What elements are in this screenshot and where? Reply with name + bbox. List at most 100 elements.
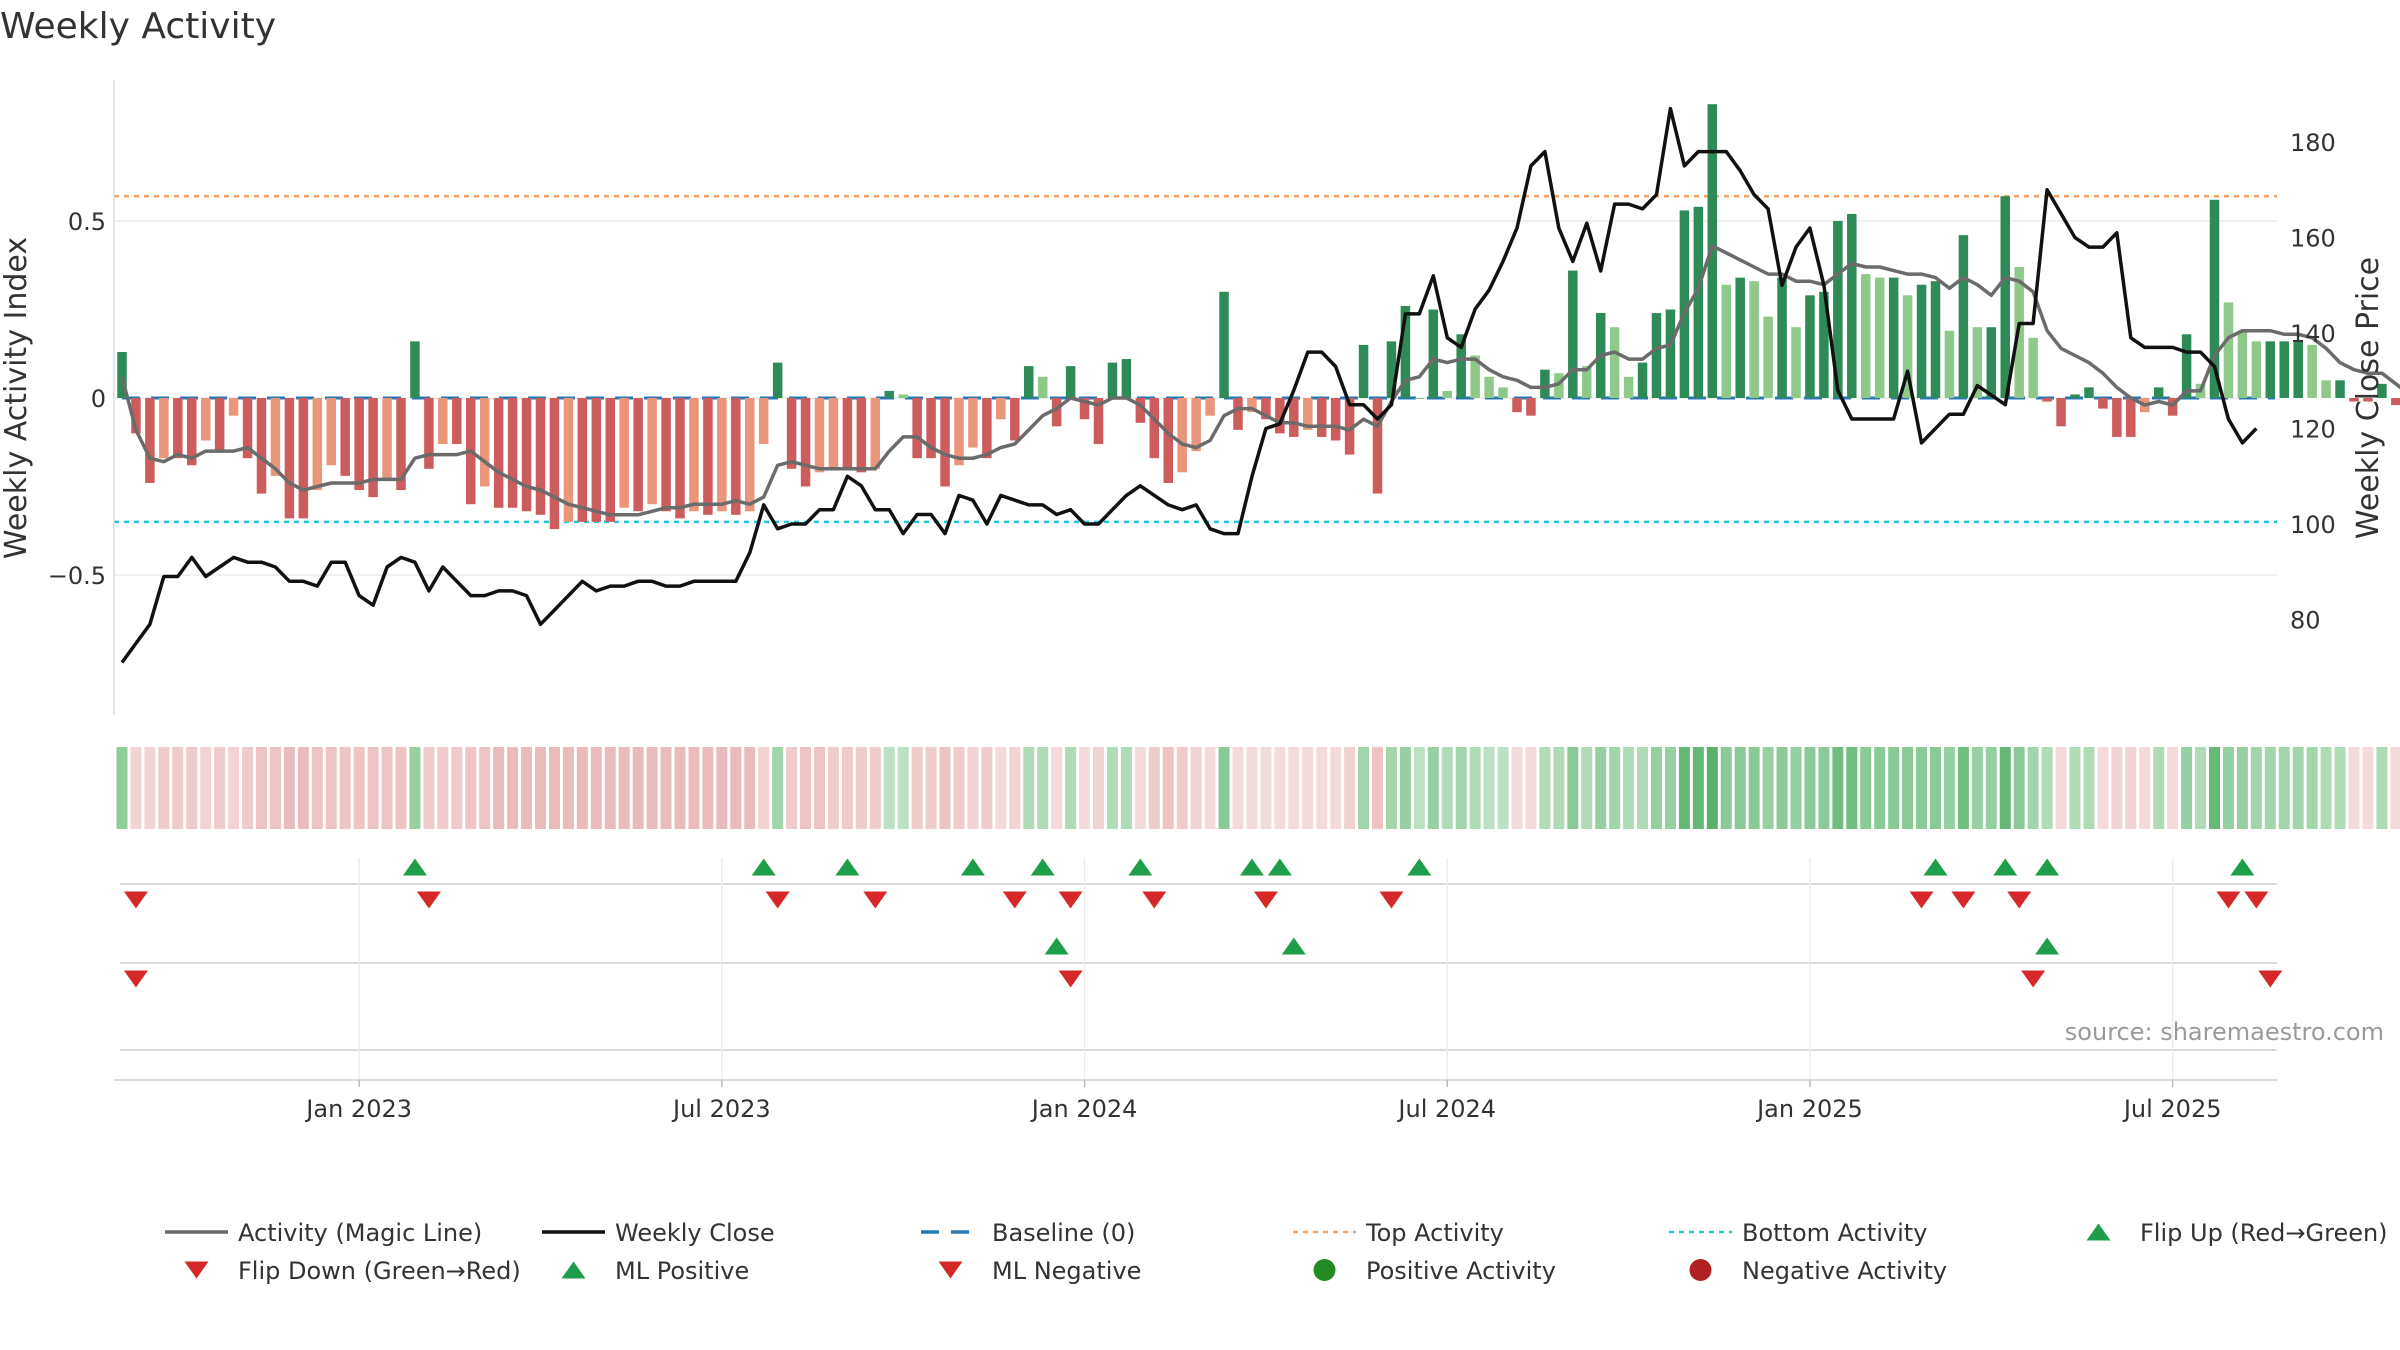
strip-cell [1818, 747, 1830, 829]
strip-cell [1734, 747, 1746, 829]
activity-bar [577, 398, 588, 522]
flip-up-marker [751, 858, 776, 876]
flip-down-marker [2244, 891, 2269, 909]
activity-bar [1749, 281, 1759, 398]
activity-bar [1316, 398, 1327, 437]
y-right-tick-label: 80 [2290, 607, 2321, 635]
strip-cell [646, 747, 658, 829]
strip-cell [1971, 747, 1983, 829]
strip-cell [2390, 747, 2400, 829]
activity-bar [1386, 341, 1397, 398]
strip-cell [297, 747, 309, 829]
activity-bar [1024, 366, 1034, 398]
strip-cell [1427, 747, 1439, 829]
strip-cell [1692, 747, 1704, 829]
activity-bar [717, 398, 727, 512]
strip-cell [269, 747, 281, 829]
strip-cell [535, 747, 546, 829]
strip-cell [2320, 747, 2332, 829]
strip-cell [1218, 747, 1230, 829]
legend-label: Positive Activity [1366, 1257, 1556, 1285]
strip-cell [1595, 747, 1607, 829]
activity-bar [2028, 337, 2038, 398]
flip-up-marker [1267, 858, 1292, 876]
flip-up-marker [402, 858, 427, 876]
ml-positive-marker [2035, 937, 2060, 955]
activity-bar [1554, 373, 1564, 398]
flip-markers [123, 858, 2269, 909]
activity-bar [898, 394, 908, 398]
strip-cell [130, 747, 142, 829]
activity-bar [2098, 398, 2108, 409]
activity-bar [1470, 355, 1480, 398]
strip-cell [981, 747, 993, 829]
activity-bar [1874, 277, 1885, 398]
strip-cell [1874, 747, 1886, 829]
activity-bar [1679, 210, 1690, 398]
activity-bar [2293, 341, 2303, 398]
strip-cell [1999, 747, 2011, 829]
flip-up-marker [1030, 858, 1055, 876]
activity-bar [2377, 383, 2387, 398]
activity-bar [842, 398, 853, 469]
strip-cell [2362, 747, 2374, 829]
activity-bar [1065, 366, 1076, 398]
legend-swatch-down-triangle [938, 1261, 963, 1279]
activity-bar [2223, 302, 2234, 398]
activity-bar [1289, 398, 1299, 437]
legend-label: Activity (Magic Line) [238, 1219, 482, 1247]
activity-bar [1847, 213, 1857, 398]
strip-cell [869, 747, 881, 829]
strip-cell [2125, 747, 2137, 829]
y-right-tick-label: 160 [2290, 225, 2336, 253]
legend-swatch-circle [1689, 1259, 1712, 1281]
activity-bar [1233, 398, 1243, 430]
strip-cell [1581, 747, 1593, 829]
strip-cell [2278, 747, 2290, 829]
strip-cell [1079, 747, 1091, 829]
activity-bar [131, 398, 141, 434]
strip-cell [1009, 747, 1021, 829]
activity-bar [1916, 284, 1927, 398]
activity-bar [424, 398, 434, 469]
activity-bar [1037, 376, 1048, 398]
strip-cell [283, 747, 295, 829]
activity-bar [745, 398, 755, 512]
strip-cell [674, 747, 686, 829]
flip-up-marker [1407, 858, 1432, 876]
activity-bar [200, 398, 211, 441]
activity-bar [438, 398, 448, 445]
strip-cell [1916, 747, 1928, 829]
ml-positive-marker [1281, 937, 1306, 955]
right-axis-ticks: 180 160 140 120 100 80 [2290, 129, 2336, 634]
activity-bar [1107, 362, 1118, 398]
strip-cell [827, 747, 839, 829]
activity-bar [954, 398, 964, 466]
strip-cell [618, 747, 630, 829]
activity-bar [2237, 330, 2248, 398]
strip-cell [1344, 747, 1356, 829]
strip-cell [1260, 747, 1272, 829]
strip-cell [1567, 747, 1579, 829]
activity-bar [2126, 398, 2136, 437]
strip-cell [1957, 747, 1969, 829]
strip-cell [1846, 747, 1858, 829]
activity-bar [2000, 196, 2010, 398]
strip-cell [730, 747, 742, 829]
activity-bar [940, 398, 950, 487]
strip-cell [256, 747, 267, 829]
strip-cell [1469, 747, 1481, 829]
flip-down-marker [1253, 891, 1278, 909]
legend-label: ML Positive [615, 1257, 749, 1285]
activity-bar [786, 398, 797, 469]
activity-bar [1442, 390, 1452, 398]
strip-cell [339, 747, 351, 829]
activity-bar [270, 398, 281, 476]
left-axis-ticks: 0.5 0 −0.5 [48, 208, 106, 590]
flip-up-marker [835, 858, 860, 876]
activity-bar [1651, 313, 1662, 398]
strip-cell [1651, 747, 1662, 829]
strip-cell [1176, 747, 1188, 829]
activity-bar [354, 398, 364, 491]
strip-cell [144, 747, 156, 829]
